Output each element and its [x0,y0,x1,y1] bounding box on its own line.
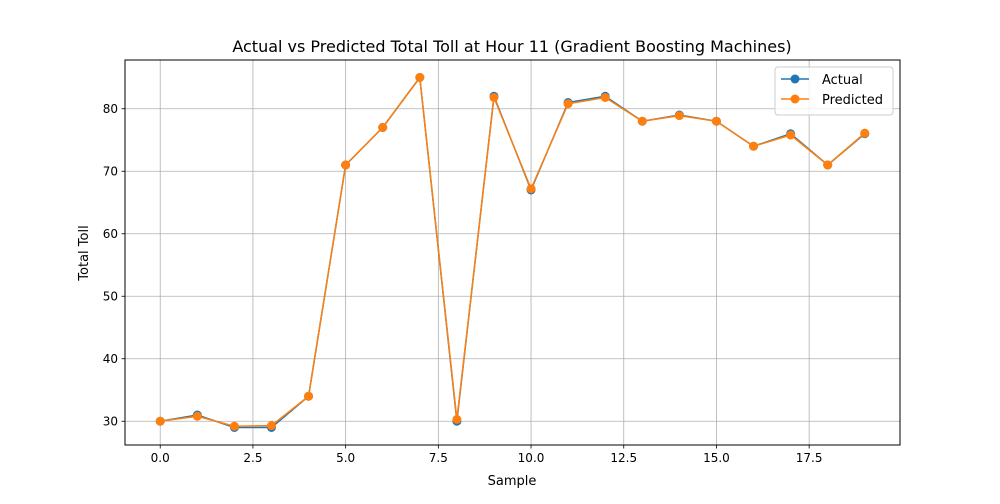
data-point-predicted [155,416,165,426]
x-tick-label: 5.0 [336,451,355,465]
plot-frame [124,59,901,446]
x-tick-label: 2.5 [243,451,262,465]
legend-label-predicted: Predicted [822,93,883,108]
chart-title: Actual vs Predicted Total Toll at Hour 1… [232,37,791,56]
y-tick-label: 60 [103,227,118,241]
y-tick-label: 70 [103,164,118,178]
data-point-predicted [674,111,684,121]
data-point-predicted [452,414,462,424]
data-point-predicted [600,93,610,102]
series-line-predicted [160,76,866,427]
x-tick-label: 10.0 [518,451,545,465]
data-point-predicted [860,128,870,138]
data-point-predicted [637,116,647,126]
gridlines [125,60,900,445]
data-point-predicted [415,73,425,82]
y-tick-label: 80 [103,102,118,116]
legend-marker-predicted [790,94,800,104]
data-point-predicted [823,160,833,170]
x-tick-label: 7.5 [429,451,448,465]
y-tick-label: 30 [103,414,118,428]
y-axis-label: Total Toll [77,225,92,281]
axis-ticks: 0.0 2.5 5.0 7.5 10.0 12.5 15.0 17.5 30 40 50 60 70 80 [103,102,823,465]
data-point-predicted [378,123,388,132]
x-tick-label: 17.5 [796,451,823,465]
y-tick-label: 40 [103,352,118,366]
data-point-predicted [229,421,239,431]
x-tick-label: 0.0 [151,451,170,465]
data-point-predicted [266,421,276,431]
data-point-predicted [786,130,796,140]
data-point-predicted [489,93,499,102]
x-axis-label: Sample [488,474,537,489]
series-line-actual [160,76,866,429]
legend: Actual Predicted [774,66,894,116]
data-point-predicted [711,116,721,126]
legend-marker-actual [790,74,800,84]
y-tick-label: 50 [103,289,118,303]
data-point-predicted [526,184,536,194]
data-point-predicted [304,391,314,401]
data-point-predicted [192,411,202,421]
x-tick-label: 12.5 [610,451,637,465]
data-point-predicted [749,141,759,151]
legend-label-actual: Actual [822,73,863,88]
x-tick-label: 15.0 [703,451,730,465]
series-group [155,73,870,432]
data-point-predicted [341,160,351,170]
data-point-predicted [563,99,573,109]
